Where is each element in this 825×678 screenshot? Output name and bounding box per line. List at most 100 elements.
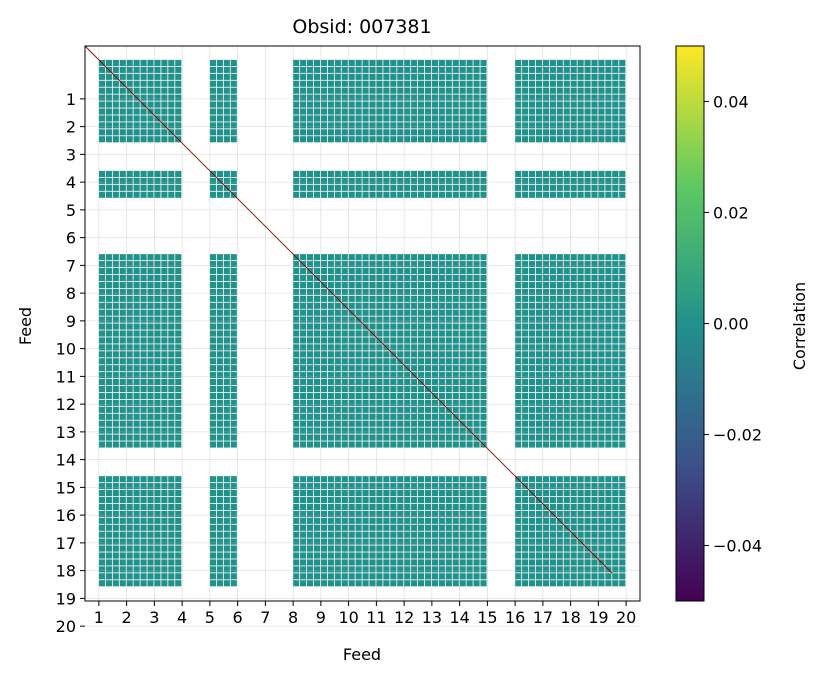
heatmap-cell	[362, 80, 369, 87]
heatmap-cell	[563, 406, 570, 413]
heatmap-cell	[355, 496, 362, 504]
heatmap-cell	[515, 101, 522, 108]
heatmap-cell	[300, 177, 307, 184]
heatmap-cell	[598, 545, 605, 552]
heatmap-cell	[459, 406, 466, 413]
heatmap-cell	[119, 281, 126, 289]
heatmap-cell	[424, 476, 432, 483]
heatmap-cell	[584, 73, 591, 80]
heatmap-cell	[168, 136, 175, 143]
heatmap-cell	[313, 170, 321, 178]
heatmap-cell	[397, 94, 404, 101]
heatmap-cell	[570, 365, 577, 372]
heatmap-cell	[300, 254, 307, 261]
heatmap-cell	[126, 427, 133, 434]
heatmap-cell	[140, 538, 147, 545]
heatmap-cell	[175, 330, 182, 337]
heatmap-cell	[161, 545, 168, 552]
heatmap-cell	[133, 254, 140, 261]
heatmap-cell	[307, 379, 314, 386]
heatmap-cell	[362, 115, 369, 122]
heatmap-cell	[556, 392, 563, 400]
heatmap-cell	[556, 385, 563, 393]
heatmap-cell	[535, 122, 543, 129]
heatmap-cell	[529, 406, 536, 413]
heatmap-cell	[383, 483, 390, 490]
heatmap-cell	[556, 184, 563, 191]
heatmap-cell	[438, 184, 445, 191]
heatmap-cell	[570, 330, 577, 337]
heatmap-cell	[105, 184, 112, 191]
heatmap-cell	[542, 122, 550, 129]
heatmap-cell	[431, 441, 439, 448]
heatmap-cell	[424, 427, 432, 434]
heatmap-cell	[577, 552, 584, 559]
heatmap-cell	[404, 552, 411, 559]
heatmap-cell	[112, 552, 119, 559]
heatmap-cell	[223, 136, 230, 143]
heatmap-cell	[223, 80, 230, 87]
heatmap-cell	[230, 580, 237, 587]
heatmap-cell	[341, 580, 348, 587]
heatmap-cell	[605, 184, 612, 191]
heatmap-cell	[376, 281, 383, 289]
heatmap-cell	[334, 268, 341, 275]
heatmap-cell	[300, 59, 307, 67]
heatmap-cell	[341, 420, 348, 427]
heatmap-cell	[605, 503, 612, 511]
heatmap-cell	[542, 254, 550, 261]
heatmap-cell	[119, 295, 126, 302]
heatmap-cell	[570, 136, 577, 143]
heatmap-cell	[418, 476, 425, 483]
heatmap-cell	[584, 392, 591, 400]
heatmap-cell	[438, 73, 445, 80]
heatmap-cell	[327, 503, 334, 511]
heatmap-cell	[563, 129, 570, 136]
heatmap-cell	[320, 136, 328, 143]
heatmap-cell	[383, 184, 390, 191]
heatmap-cell	[570, 490, 577, 497]
heatmap-cell	[334, 385, 341, 393]
heatmap-cell	[112, 580, 119, 587]
heatmap-cell	[307, 115, 314, 122]
heatmap-cell	[313, 434, 321, 441]
heatmap-cell	[418, 573, 425, 580]
heatmap-cell	[98, 531, 106, 538]
heatmap-cell	[376, 295, 383, 302]
heatmap-cell	[168, 566, 175, 573]
heatmap-cell	[307, 441, 314, 448]
heatmap-cell	[424, 129, 432, 136]
heatmap-cell	[369, 427, 376, 434]
heatmap-cell	[369, 344, 376, 351]
heatmap-cell	[452, 268, 459, 275]
heatmap-cell	[577, 316, 584, 323]
heatmap-cell	[452, 87, 459, 94]
heatmap-cell	[223, 531, 230, 538]
heatmap-cell	[161, 503, 168, 511]
heatmap-cell	[445, 420, 452, 427]
heatmap-cell	[390, 337, 397, 344]
heatmap-cell	[480, 385, 487, 393]
heatmap-cell	[334, 483, 341, 490]
heatmap-cell	[522, 531, 529, 538]
colorbar-tick-label: −0.04	[713, 537, 762, 556]
heatmap-cell	[577, 392, 584, 400]
heatmap-cell	[105, 191, 112, 198]
heatmap-cell	[105, 136, 112, 143]
heatmap-cell	[376, 441, 383, 448]
heatmap-cell	[591, 476, 598, 483]
heatmap-cell	[452, 108, 459, 115]
heatmap-cell	[584, 122, 591, 129]
heatmap-cell	[445, 552, 452, 559]
heatmap-cell	[147, 413, 154, 420]
heatmap-cell	[293, 80, 300, 87]
heatmap-cell	[535, 309, 543, 316]
heatmap-cell	[480, 101, 487, 108]
heatmap-cell	[126, 288, 133, 295]
heatmap-cell	[147, 566, 154, 573]
heatmap-cell	[300, 184, 307, 191]
heatmap-cell	[605, 372, 612, 379]
heatmap-cell	[300, 510, 307, 517]
heatmap-cell	[320, 392, 328, 400]
heatmap-cell	[431, 122, 439, 129]
